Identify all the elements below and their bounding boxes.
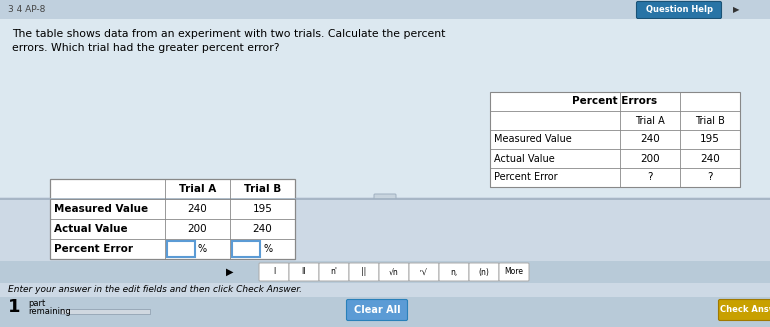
Text: Clear All: Clear All bbox=[353, 305, 400, 315]
Text: Percent Error: Percent Error bbox=[54, 244, 133, 254]
Text: part: part bbox=[28, 300, 45, 308]
Text: 200: 200 bbox=[188, 224, 207, 234]
Text: Trial A: Trial A bbox=[635, 115, 665, 126]
Text: Actual Value: Actual Value bbox=[54, 224, 128, 234]
FancyBboxPatch shape bbox=[439, 263, 469, 281]
Text: ▶: ▶ bbox=[226, 267, 234, 277]
Text: 240: 240 bbox=[640, 134, 660, 145]
Text: 1: 1 bbox=[8, 298, 21, 316]
Text: II: II bbox=[302, 267, 306, 277]
Text: Percent Errors: Percent Errors bbox=[572, 96, 658, 107]
Bar bbox=[0, 297, 770, 327]
Bar bbox=[0, 0, 770, 19]
Text: Trial B: Trial B bbox=[244, 184, 281, 194]
FancyBboxPatch shape bbox=[346, 300, 407, 320]
FancyBboxPatch shape bbox=[374, 194, 396, 204]
Text: (n): (n) bbox=[479, 267, 490, 277]
FancyBboxPatch shape bbox=[289, 263, 319, 281]
Text: n,: n, bbox=[450, 267, 457, 277]
Bar bbox=[50, 179, 295, 259]
FancyBboxPatch shape bbox=[469, 263, 499, 281]
Bar bbox=[0, 19, 770, 197]
Text: ?: ? bbox=[648, 173, 653, 182]
Text: Measured Value: Measured Value bbox=[54, 204, 148, 214]
FancyBboxPatch shape bbox=[349, 263, 379, 281]
Text: Question Help: Question Help bbox=[645, 6, 712, 14]
FancyBboxPatch shape bbox=[409, 263, 439, 281]
Text: 240: 240 bbox=[253, 224, 273, 234]
FancyBboxPatch shape bbox=[718, 300, 770, 320]
Text: More: More bbox=[504, 267, 524, 277]
Text: remaining: remaining bbox=[28, 307, 71, 317]
Bar bbox=[232, 241, 260, 257]
Bar bbox=[0, 19, 770, 197]
Text: Actual Value: Actual Value bbox=[494, 153, 554, 164]
Text: ?: ? bbox=[708, 173, 713, 182]
FancyBboxPatch shape bbox=[637, 2, 721, 19]
FancyBboxPatch shape bbox=[259, 263, 289, 281]
Text: The table shows data from an experiment with two trials. Calculate the percent: The table shows data from an experiment … bbox=[12, 29, 445, 39]
Text: errors. Which trial had the greater percent error?: errors. Which trial had the greater perc… bbox=[12, 43, 280, 53]
Bar bbox=[490, 92, 740, 187]
Bar bbox=[60, 309, 150, 314]
Text: I: I bbox=[273, 267, 275, 277]
FancyBboxPatch shape bbox=[319, 263, 349, 281]
FancyBboxPatch shape bbox=[499, 263, 529, 281]
Bar bbox=[0, 199, 770, 267]
Text: 3 4 AP-8: 3 4 AP-8 bbox=[8, 6, 45, 14]
Text: ⁿ√: ⁿ√ bbox=[420, 267, 428, 277]
Text: 195: 195 bbox=[700, 134, 720, 145]
Text: ||: || bbox=[361, 267, 367, 277]
Text: 200: 200 bbox=[640, 153, 660, 164]
Text: 240: 240 bbox=[188, 204, 207, 214]
Text: Check Answ: Check Answ bbox=[720, 305, 770, 315]
Bar bbox=[0, 261, 770, 283]
Text: Trial A: Trial A bbox=[179, 184, 216, 194]
Text: Measured Value: Measured Value bbox=[494, 134, 572, 145]
Bar bbox=[167, 241, 195, 257]
Text: 240: 240 bbox=[700, 153, 720, 164]
Text: %: % bbox=[263, 244, 272, 254]
Text: Trial B: Trial B bbox=[695, 115, 725, 126]
Text: n': n' bbox=[330, 267, 337, 277]
Text: 195: 195 bbox=[253, 204, 273, 214]
Text: %: % bbox=[198, 244, 207, 254]
Text: Percent Error: Percent Error bbox=[494, 173, 557, 182]
Text: Enter your answer in the edit fields and then click Check Answer.: Enter your answer in the edit fields and… bbox=[8, 285, 302, 295]
FancyBboxPatch shape bbox=[379, 263, 409, 281]
Text: ▶: ▶ bbox=[733, 6, 739, 14]
Text: √n: √n bbox=[389, 267, 399, 277]
